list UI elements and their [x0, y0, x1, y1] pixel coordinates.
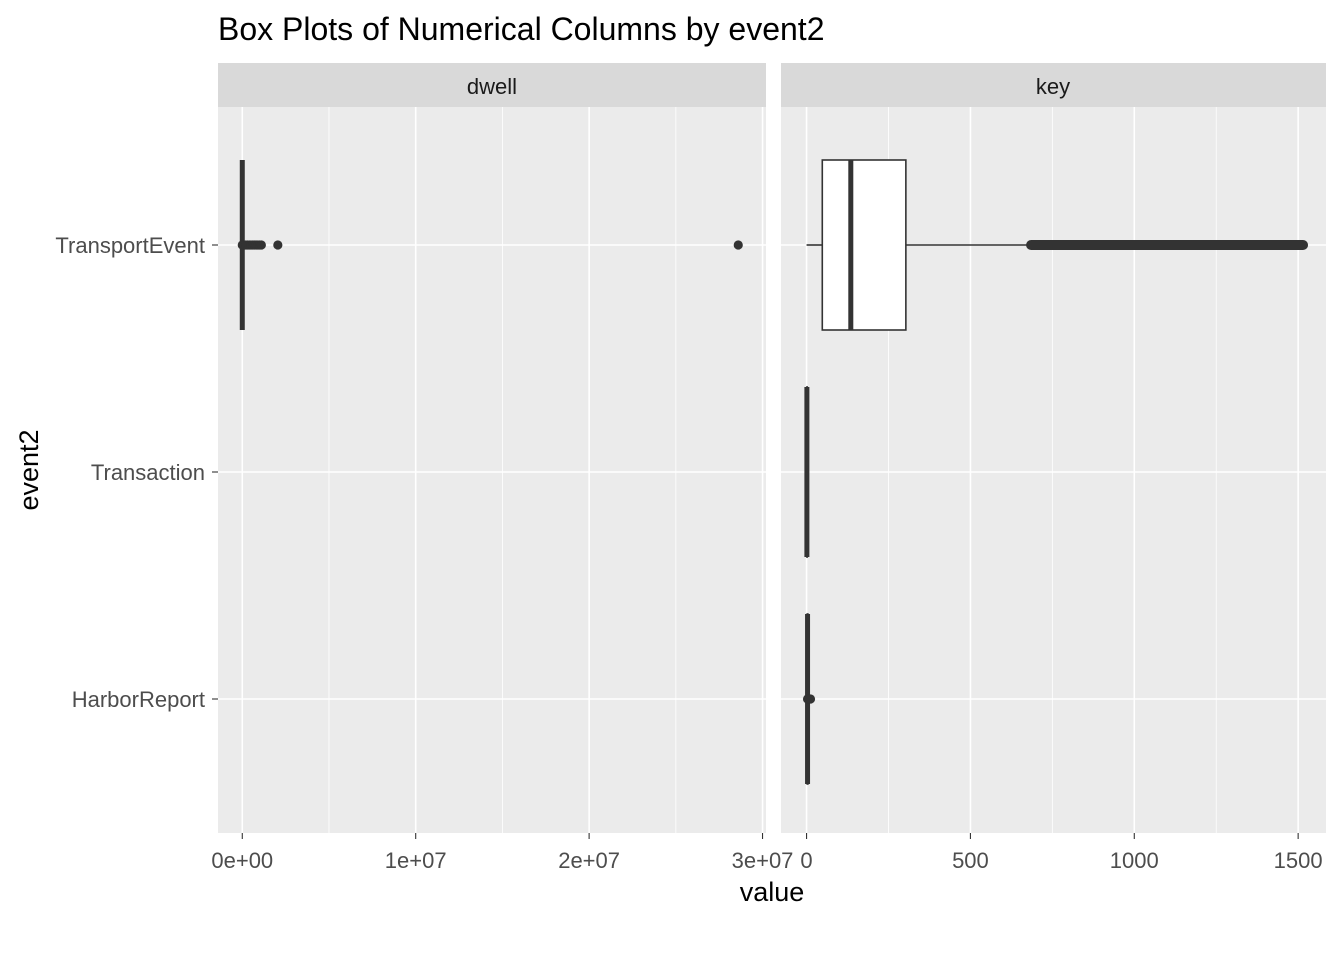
outlier-point-dwell-transportevent — [733, 240, 743, 250]
x-tick-label-key: 500 — [952, 848, 989, 873]
x-axis-title: value — [740, 877, 805, 907]
marks-dwell — [237, 160, 743, 330]
panel-key: key 0 500 1000 1500 — [781, 63, 1326, 873]
x-tick-label-key: 1000 — [1110, 848, 1159, 873]
panel-dwell: dwell 0e+00 1e+07 2e+07 3e+07 — [211, 63, 793, 873]
y-axis: TransportEvent Transaction HarborReport — [55, 233, 218, 712]
x-axis-key: 0 500 1000 1500 — [800, 833, 1323, 873]
panel-background-dwell — [218, 107, 766, 833]
iqr-box-key-transportevent — [821, 159, 907, 331]
strip-label-key: key — [1036, 74, 1070, 99]
grid-dwell — [218, 107, 766, 833]
outlier-point-dwell-transportevent — [256, 240, 266, 250]
strip-dwell — [218, 63, 766, 107]
marks-key — [802, 159, 1309, 785]
y-tick-label-transportevent: TransportEvent — [55, 233, 205, 258]
x-tick-label-key: 1500 — [1274, 848, 1323, 873]
x-tick-label-dwell: 2e+07 — [558, 848, 620, 873]
x-tick-label-key: 0 — [800, 848, 812, 873]
strip-label-dwell: dwell — [467, 74, 517, 99]
strip-key — [781, 63, 1326, 107]
outlier-point-dwell-transportevent — [273, 240, 283, 250]
y-axis-title: event2 — [14, 429, 44, 510]
x-tick-label-dwell: 0e+00 — [211, 848, 273, 873]
x-tick-label-dwell: 1e+07 — [385, 848, 447, 873]
y-tick-label-harborreport: HarborReport — [72, 687, 205, 712]
outlier-point-key-harborreport — [805, 694, 816, 704]
x-axis-dwell: 0e+00 1e+07 2e+07 3e+07 — [211, 833, 793, 873]
y-tick-label-transaction: Transaction — [91, 460, 205, 485]
chart-title: Box Plots of Numerical Columns by event2 — [218, 11, 824, 47]
x-tick-label-dwell: 3e+07 — [732, 848, 794, 873]
